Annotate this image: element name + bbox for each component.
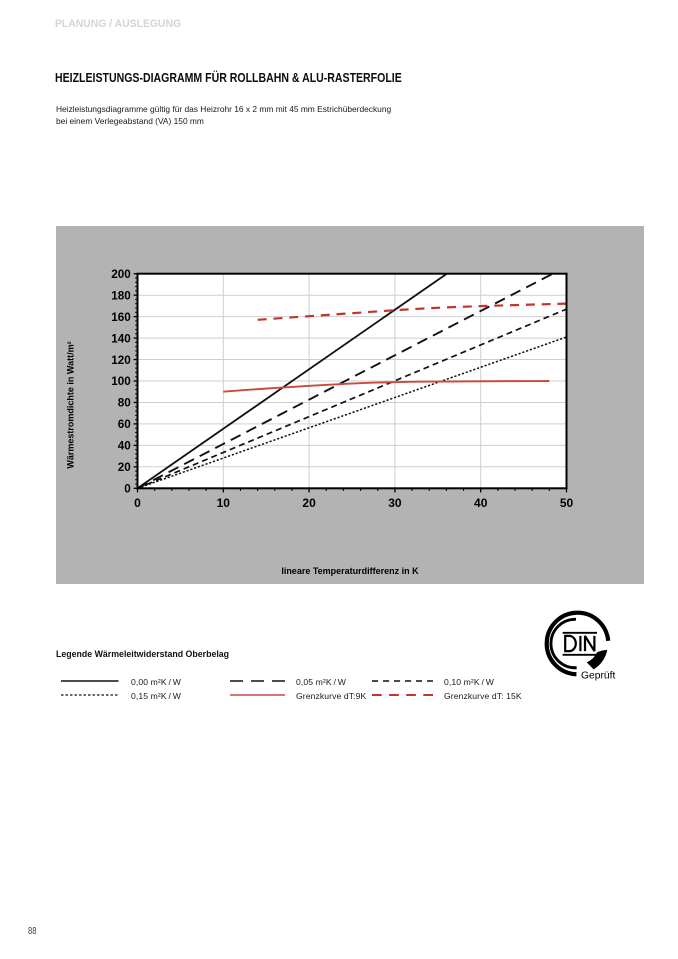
svg-text:Geprüft: Geprüft bbox=[581, 671, 615, 682]
svg-text:10: 10 bbox=[217, 496, 231, 510]
svg-text:lineare Temperaturdifferenz in: lineare Temperaturdifferenz in K bbox=[281, 566, 419, 576]
svg-text:200: 200 bbox=[111, 268, 131, 281]
svg-text:50: 50 bbox=[560, 496, 574, 510]
svg-text:140: 140 bbox=[111, 332, 131, 345]
svg-text:0: 0 bbox=[124, 483, 131, 496]
svg-text:120: 120 bbox=[111, 354, 131, 367]
svg-text:80: 80 bbox=[118, 397, 132, 410]
svg-text:20: 20 bbox=[118, 461, 132, 474]
svg-text:20: 20 bbox=[302, 496, 316, 510]
svg-text:180: 180 bbox=[111, 289, 131, 302]
svg-text:160: 160 bbox=[111, 311, 131, 324]
svg-text:30: 30 bbox=[388, 496, 402, 510]
svg-text:Wärmestromdichte in Watt/m²: Wärmestromdichte in Watt/m² bbox=[66, 341, 76, 468]
svg-text:60: 60 bbox=[118, 418, 132, 431]
svg-text:40: 40 bbox=[474, 496, 488, 510]
svg-text:40: 40 bbox=[118, 440, 132, 453]
svg-text:0: 0 bbox=[134, 496, 141, 510]
svg-text:100: 100 bbox=[111, 375, 131, 388]
